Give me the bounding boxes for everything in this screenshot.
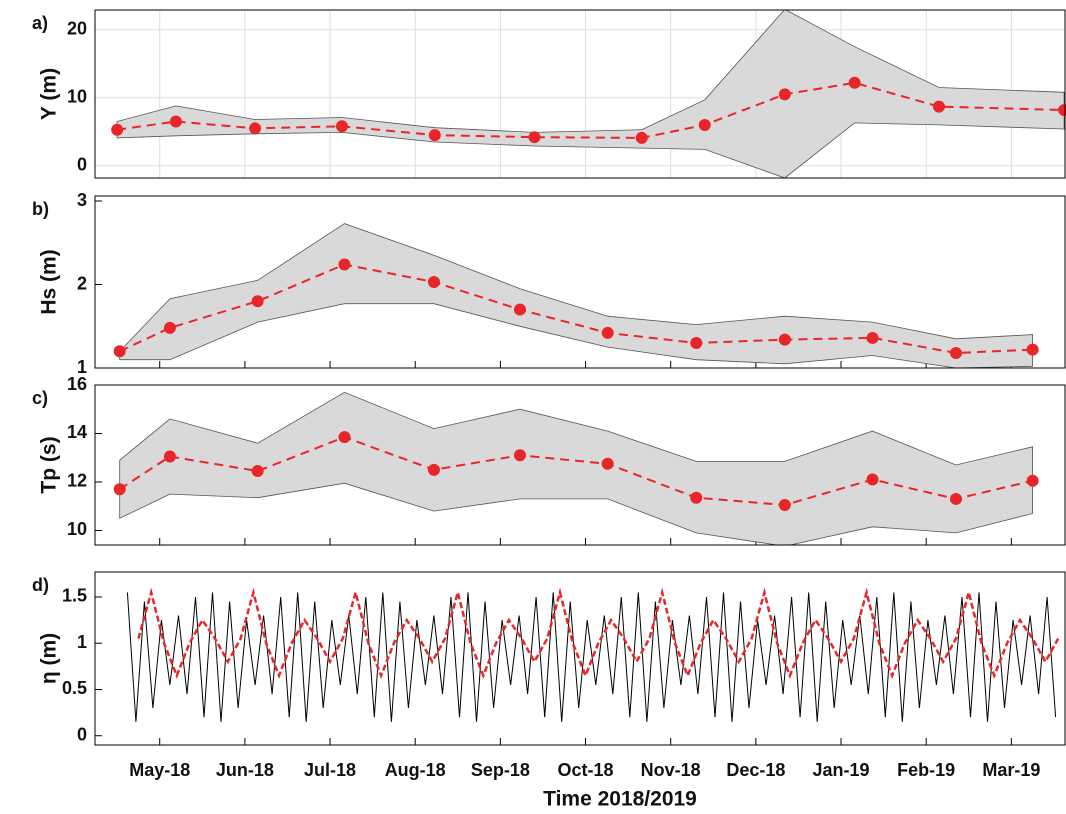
point bbox=[338, 258, 351, 271]
x-tick-label: Jan-19 bbox=[812, 760, 869, 780]
point bbox=[778, 333, 791, 346]
panel-label: d) bbox=[32, 575, 49, 595]
point bbox=[338, 431, 351, 444]
point bbox=[427, 463, 440, 476]
axes-box bbox=[94, 384, 1066, 546]
point bbox=[513, 449, 526, 462]
y-tick-label: 1.5 bbox=[62, 586, 87, 606]
y-tick-label: 0 bbox=[77, 155, 87, 175]
y-axis-label: Tp (s) bbox=[38, 436, 61, 493]
point bbox=[251, 295, 264, 308]
y-tick-label: 16 bbox=[67, 374, 87, 394]
x-tick-label: Aug-18 bbox=[385, 760, 446, 780]
y-tick-label: 1 bbox=[77, 357, 87, 377]
x-tick-label: Dec-18 bbox=[726, 760, 785, 780]
point bbox=[690, 336, 703, 349]
point bbox=[1026, 474, 1039, 487]
point bbox=[1058, 103, 1066, 116]
y-tick-label: 0.5 bbox=[62, 678, 87, 698]
point bbox=[778, 88, 791, 101]
point bbox=[113, 483, 126, 496]
point bbox=[932, 100, 945, 113]
point bbox=[778, 499, 791, 511]
point bbox=[111, 123, 124, 136]
point bbox=[848, 76, 861, 89]
axes-box bbox=[94, 9, 1066, 179]
x-tick-label: Jun-18 bbox=[216, 760, 274, 780]
x-tick-label: Jul-18 bbox=[304, 760, 356, 780]
point bbox=[601, 457, 614, 470]
x-tick-label: Sep-18 bbox=[471, 760, 530, 780]
point bbox=[335, 120, 348, 133]
point bbox=[949, 492, 962, 505]
point bbox=[113, 345, 126, 358]
y-tick-label: 10 bbox=[67, 86, 87, 106]
axes-box bbox=[94, 571, 1066, 746]
x-tick-label: Oct-18 bbox=[558, 760, 614, 780]
y-tick-label: 12 bbox=[67, 471, 87, 491]
point bbox=[163, 450, 176, 463]
point bbox=[163, 321, 176, 334]
line bbox=[116, 81, 1065, 139]
line bbox=[126, 592, 1057, 722]
y-axis-label: η (m) bbox=[38, 633, 61, 684]
point bbox=[169, 115, 182, 128]
point bbox=[251, 465, 264, 478]
point bbox=[866, 331, 879, 344]
band bbox=[119, 391, 1033, 545]
point bbox=[1026, 343, 1039, 356]
x-axis-label: Time 2018/2019 bbox=[543, 788, 697, 811]
line bbox=[119, 263, 1033, 355]
point bbox=[866, 473, 879, 486]
y-tick-label: 0 bbox=[77, 724, 87, 744]
point bbox=[690, 491, 703, 504]
x-tick-label: Feb-19 bbox=[897, 760, 955, 780]
x-tick-label: May-18 bbox=[129, 760, 190, 780]
line bbox=[137, 587, 1060, 680]
y-axis-label: Y (m) bbox=[38, 68, 61, 120]
y-tick-label: 1 bbox=[77, 632, 87, 652]
axes-box bbox=[94, 195, 1066, 369]
point bbox=[513, 303, 526, 316]
y-tick-label: 2 bbox=[77, 273, 87, 293]
point bbox=[949, 346, 962, 359]
point bbox=[635, 131, 648, 144]
band bbox=[116, 10, 1065, 178]
panel-label: c) bbox=[32, 388, 48, 408]
y-tick-label: 3 bbox=[77, 190, 87, 210]
point bbox=[528, 131, 541, 144]
point bbox=[249, 122, 262, 135]
y-axis-label: Hs (m) bbox=[38, 249, 61, 314]
point bbox=[428, 129, 441, 142]
y-tick-label: 14 bbox=[67, 422, 87, 442]
x-tick-label: Nov-18 bbox=[641, 760, 701, 780]
y-tick-label: 10 bbox=[67, 519, 87, 539]
point bbox=[427, 276, 440, 288]
point bbox=[601, 326, 614, 339]
panel-label: b) bbox=[32, 199, 49, 219]
y-tick-label: 20 bbox=[67, 18, 87, 38]
x-tick-label: Mar-19 bbox=[982, 760, 1040, 780]
line bbox=[119, 436, 1033, 507]
panel-label: a) bbox=[32, 13, 48, 33]
point bbox=[698, 118, 711, 131]
